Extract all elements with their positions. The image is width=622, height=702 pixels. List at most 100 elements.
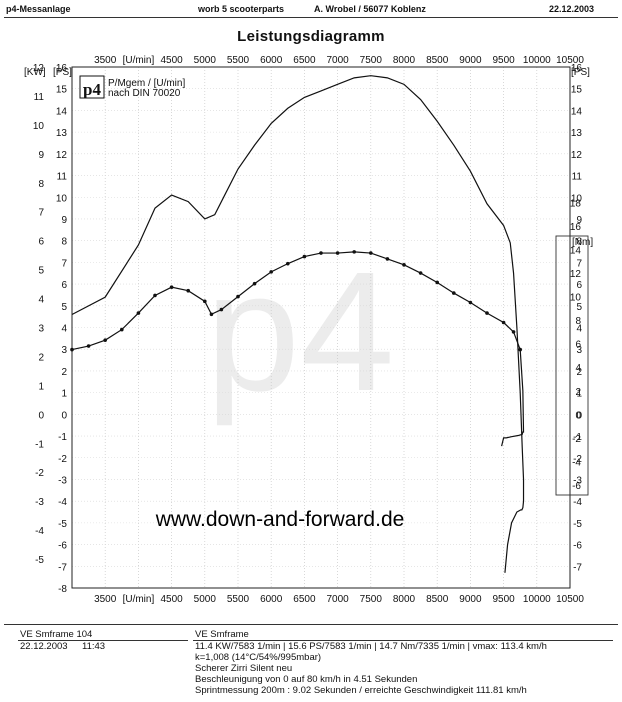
series-torque-point (70, 347, 74, 352)
y-tick-label-kw: 1 (38, 381, 44, 392)
plot-frame (71, 66, 571, 589)
y-tick-label-ps-right: 11 (572, 172, 583, 183)
y-tick-label-ps: -8 (58, 584, 67, 595)
y-tick-label-ps-right: 13 (571, 128, 583, 139)
chart-title: Leistungsdiagramm (237, 28, 385, 45)
series-torque-point (501, 320, 506, 325)
header-left: p4-Messanlage (6, 4, 71, 14)
y-tick-label-kw: 10 (33, 121, 45, 132)
x-tick-label-bottom: 6000 (260, 594, 283, 605)
y-tick-label-kw: 12 (33, 63, 45, 74)
y-tick-label-ps: 1 (61, 389, 67, 400)
y-tick-label-ps: 12 (56, 150, 68, 161)
series-torque-point (103, 338, 107, 342)
x-tick-label-bottom: 10500 (556, 594, 584, 605)
x-tick-label-top: 8500 (426, 55, 449, 66)
y-tick-label-kw: -5 (35, 555, 44, 566)
y-tick-label-ps: 11 (57, 172, 68, 183)
series-torque-point (252, 281, 257, 286)
y-tick-label-ps-right: 5 (576, 302, 582, 313)
y-tick-label-ps: 8 (61, 237, 67, 248)
footer-line-4: Beschleunigung von 0 auf 80 km/h in 4.51… (195, 674, 418, 685)
x-axis-unit-bottom: [U/min] (123, 594, 155, 605)
y-tick-label-ps: 6 (61, 280, 67, 291)
y-tick-label-ps-right: -2 (573, 454, 582, 465)
y-tick-label-ps-right: 15 (571, 85, 583, 96)
y-tick-label-ps: -3 (58, 475, 67, 486)
y-tick-label-ps: 2 (61, 367, 67, 378)
footer-rule (4, 624, 618, 625)
series-torque-point (209, 312, 214, 317)
series-torque-point (169, 285, 174, 289)
y-tick-label-kw: 8 (38, 179, 44, 190)
y-tick-label-ps-right: -1 (573, 432, 582, 443)
series-torque-point (219, 307, 224, 312)
x-tick-label-bottom: 8000 (393, 594, 416, 605)
x-tick-label-bottom: 7000 (326, 594, 349, 605)
y-tick-label-kw: 11 (34, 92, 45, 103)
series-torque-point (269, 270, 274, 274)
x-tick-label-top: 7500 (360, 55, 383, 66)
y-tick-label-ps-right: 9 (576, 215, 582, 226)
y-tick-label-ps-right: 2 (576, 367, 582, 378)
y-tick-label-nm: -4 (572, 457, 581, 468)
series-torque-point (136, 311, 141, 315)
footer-line-5: Sprintmessung 200m : 9.02 Sekunden / err… (195, 685, 527, 696)
x-tick-label-top: 6000 (260, 55, 283, 66)
y-tick-label-nm: 16 (570, 222, 582, 233)
series-torque-point (402, 263, 406, 267)
series-torque-point (319, 251, 323, 255)
x-tick-label-top: 5000 (194, 55, 217, 66)
header-rule (4, 17, 618, 18)
x-tick-label-bottom: 6500 (293, 594, 316, 605)
y-tick-label-ps-right: 1 (576, 389, 582, 400)
footer-left-date: 22.12.2003 (20, 641, 68, 652)
x-tick-label-top: 9500 (492, 55, 515, 66)
series-torque-point (435, 280, 440, 285)
y-tick-label-ps-right: -7 (573, 562, 582, 573)
y-tick-label-nm: 0 (575, 410, 581, 421)
y-tick-label-ps-right: 12 (571, 150, 583, 161)
series-torque-point (120, 327, 124, 332)
x-tick-label-bottom: 5000 (194, 594, 217, 605)
y-tick-label-ps-right: 4 (576, 324, 582, 335)
y-tick-label-ps: 16 (56, 63, 68, 74)
y-tick-label-ps-right: 14 (571, 106, 583, 117)
series-torque-point (518, 347, 522, 352)
y-tick-label-ps: -6 (58, 541, 67, 552)
footer-left-rule (18, 640, 188, 641)
y-tick-label-kw: -4 (35, 526, 44, 537)
y-tick-label-ps-right: 6 (576, 280, 582, 291)
x-tick-label-bottom: 10000 (523, 594, 551, 605)
header-date: 22.12.2003 (549, 4, 595, 14)
series-torque-point (352, 250, 357, 254)
legend-logo-frame (79, 75, 105, 99)
chart-annotation-url: www.down-and-forward.de (155, 508, 405, 531)
y-tick-label-ps: -1 (58, 432, 67, 443)
y-tick-label-nm: 2 (575, 387, 581, 398)
x-tick-label-bottom: 8500 (426, 594, 449, 605)
y-tick-label-ps-right: 10 (571, 193, 583, 204)
y-tick-label-ps: 15 (56, 85, 68, 96)
y-tick-label-ps: 9 (61, 215, 67, 226)
series-torque-point (236, 294, 240, 299)
x-tick-label-top: 4500 (160, 55, 183, 66)
legend-line-1: P/Mgem / [U/min] (108, 78, 185, 89)
y-tick-label-nm: 14 (570, 246, 582, 257)
y-tick-label-kw: 7 (38, 208, 44, 219)
x-axis-unit-top: [U/min] (123, 55, 155, 66)
y-tick-label-ps: 10 (56, 193, 68, 204)
series-torque-point (369, 251, 373, 255)
y-tick-label-ps-right: 3 (576, 345, 582, 356)
x-tick-label-top: 10000 (523, 55, 551, 66)
y-tick-label-ps: 3 (61, 345, 67, 356)
footer-left-time: 11:43 (82, 641, 106, 652)
x-tick-label-bottom: 3500 (94, 594, 117, 605)
series-torque-point (203, 299, 207, 304)
header-address: A. Wrobel / 56077 Koblenz (314, 4, 426, 14)
y-tick-label-nm: -2 (572, 434, 581, 445)
series-torque-point (452, 291, 456, 295)
y-axis-ps-right-label: [PS] (571, 67, 590, 78)
y-tick-label-ps-right: -5 (573, 519, 582, 530)
y-tick-label-ps: 4 (61, 324, 67, 335)
